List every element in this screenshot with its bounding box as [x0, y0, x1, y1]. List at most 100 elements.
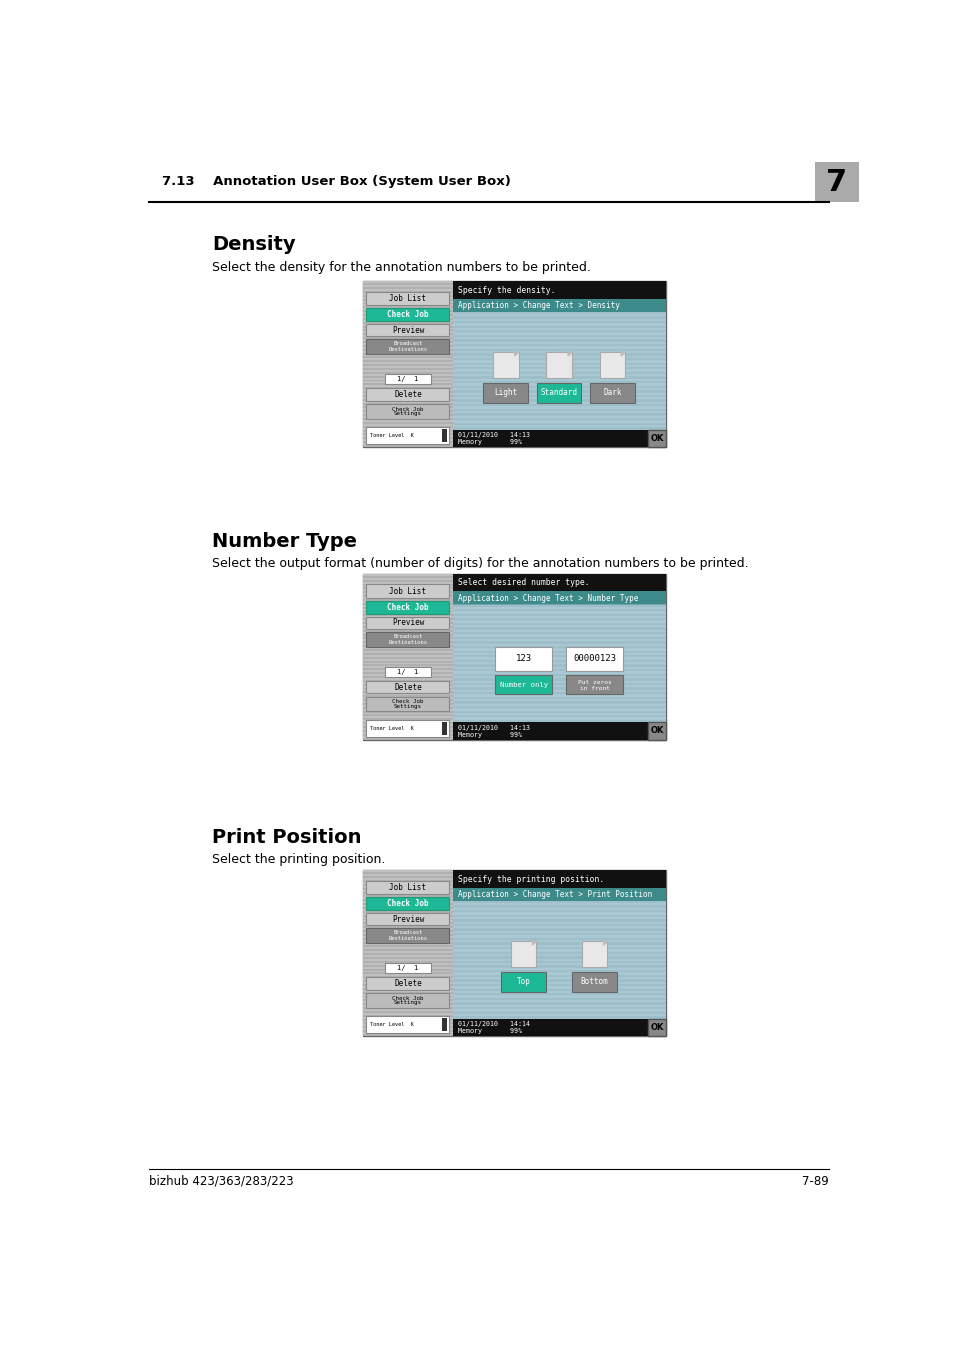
Bar [363, 348, 452, 351]
Bar [452, 413, 665, 416]
Bar [363, 587, 452, 590]
Bar [363, 703, 452, 705]
Bar [452, 720, 665, 722]
Bar [363, 980, 452, 981]
Text: Broadcast: Broadcast [393, 633, 422, 639]
Bar [363, 965, 452, 967]
Bar [363, 968, 452, 971]
Bar [452, 929, 665, 930]
Bar [363, 988, 452, 990]
Bar [452, 427, 665, 429]
Text: Destinations: Destinations [388, 936, 427, 941]
Bar [363, 992, 452, 994]
Bar [363, 1003, 452, 1006]
Bar [452, 628, 665, 629]
Polygon shape [620, 352, 624, 356]
Text: Put zeros: Put zeros [578, 680, 611, 684]
Bar [363, 984, 452, 986]
Bar [452, 946, 665, 949]
Text: Specify the density.: Specify the density. [457, 286, 555, 294]
Text: Preview: Preview [392, 618, 424, 628]
Bar [452, 961, 665, 963]
Bar [452, 687, 665, 690]
Text: OK: OK [650, 1023, 663, 1031]
Text: Preview: Preview [392, 325, 424, 335]
Bar [366, 404, 449, 418]
Bar [452, 716, 665, 717]
Bar [452, 906, 665, 907]
Bar [598, 352, 624, 378]
Bar [385, 374, 431, 385]
Bar [452, 938, 665, 940]
Bar [452, 335, 665, 338]
Bar [363, 379, 452, 382]
Bar [363, 876, 452, 878]
Bar [452, 316, 665, 319]
Bar [452, 348, 665, 351]
Bar [363, 953, 452, 954]
Bar [363, 934, 452, 936]
Bar [546, 352, 571, 378]
Bar [366, 428, 449, 444]
Bar [537, 382, 580, 402]
Text: 7: 7 [825, 167, 846, 197]
Bar [363, 618, 452, 620]
Bar [452, 363, 665, 365]
Bar [452, 1007, 665, 1010]
Bar [565, 647, 622, 671]
Bar [452, 933, 665, 936]
Bar [452, 871, 665, 888]
Bar [363, 995, 452, 998]
Bar [363, 1026, 452, 1029]
Bar [366, 632, 449, 647]
Bar [452, 979, 665, 981]
Bar [363, 1019, 452, 1021]
Bar [452, 971, 665, 972]
Bar [363, 603, 452, 605]
Bar [452, 674, 665, 676]
Bar [452, 984, 665, 987]
Bar [363, 429, 452, 432]
Bar [366, 601, 449, 614]
Text: Destinations: Destinations [388, 640, 427, 645]
Bar [363, 622, 452, 624]
Bar [363, 402, 452, 405]
Bar [452, 994, 665, 995]
Text: Print Position: Print Position [212, 828, 361, 846]
Bar [363, 888, 452, 890]
Bar [366, 680, 449, 694]
Bar [452, 914, 665, 917]
Bar [363, 942, 452, 944]
Bar [452, 574, 665, 740]
Bar [363, 344, 452, 347]
Text: Number Type: Number Type [212, 532, 356, 551]
Bar [452, 339, 665, 342]
Bar [363, 922, 452, 925]
Bar [363, 880, 452, 882]
Text: OK: OK [650, 726, 663, 736]
Text: 01/11/2010   14:13: 01/11/2010 14:13 [457, 432, 530, 439]
Bar [363, 392, 452, 393]
Bar [366, 585, 449, 598]
Bar [366, 898, 449, 910]
Bar [452, 975, 665, 977]
Bar [572, 972, 617, 992]
Bar [363, 284, 452, 285]
Bar [363, 387, 452, 389]
Bar [363, 360, 452, 362]
Bar [647, 722, 665, 740]
Bar [452, 637, 665, 639]
Text: Check Job: Check Job [392, 699, 423, 705]
Bar [452, 321, 665, 323]
Text: Application > Change Text > Number Type: Application > Change Text > Number Type [457, 594, 638, 602]
Bar [452, 381, 665, 383]
Text: Standard: Standard [540, 387, 577, 397]
Text: Check Job: Check Job [392, 406, 423, 412]
Bar [510, 941, 536, 967]
Bar [366, 927, 449, 944]
Bar [363, 660, 452, 663]
Bar [363, 903, 452, 905]
Bar [452, 919, 665, 922]
Bar [363, 626, 452, 628]
Bar [452, 613, 665, 616]
